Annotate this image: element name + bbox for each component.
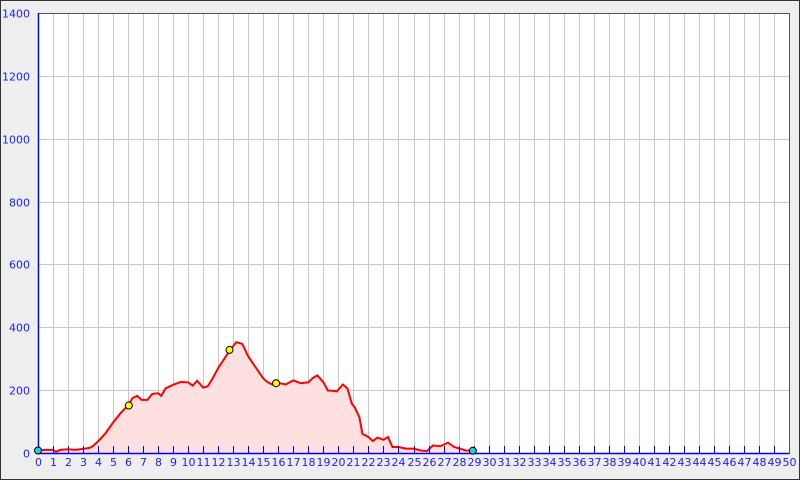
x-tick-label: 30 <box>483 456 497 469</box>
x-tick-label: 12 <box>212 456 226 469</box>
y-tick-label: 200 <box>9 385 30 398</box>
x-tick-label: 28 <box>453 456 467 469</box>
x-tick-label: 38 <box>603 456 617 469</box>
x-tick-label: 15 <box>257 456 271 469</box>
y-tick-label: 1200 <box>2 71 30 84</box>
grid <box>38 13 790 453</box>
series-line <box>37 340 473 453</box>
x-tick-label: 41 <box>648 456 662 469</box>
x-tick-label: 44 <box>693 456 707 469</box>
x-tick-label: 47 <box>738 456 752 469</box>
x-tick-label: 40 <box>633 456 647 469</box>
x-tick-label: 42 <box>663 456 677 469</box>
x-tick-label: 7 <box>140 456 147 469</box>
x-tick-label: 26 <box>423 456 437 469</box>
x-tick-label: 5 <box>110 456 117 469</box>
y-tick-label: 1400 <box>2 8 30 21</box>
x-tick-label: 25 <box>408 456 422 469</box>
y-tick-label: 400 <box>9 322 30 335</box>
y-tick-label: 800 <box>9 197 30 210</box>
x-tick-label: 48 <box>753 456 767 469</box>
y-tick-label: 600 <box>9 259 30 272</box>
x-tick-label: 37 <box>588 456 602 469</box>
axes <box>37 13 790 455</box>
x-tick-label: 9 <box>170 456 177 469</box>
x-tick-label: 17 <box>287 456 301 469</box>
x-tick-label: 21 <box>347 456 361 469</box>
x-tick-label: 43 <box>678 456 692 469</box>
waypoint-marker <box>272 379 281 388</box>
x-tick-label: 20 <box>332 456 346 469</box>
markers <box>34 345 477 455</box>
waypoint-marker <box>225 345 234 354</box>
x-tick-label: 36 <box>573 456 587 469</box>
y-tick-label: 0 <box>23 448 30 461</box>
y-tick-label: 1000 <box>2 134 30 147</box>
x-tick-label: 32 <box>513 456 527 469</box>
endpoint-marker <box>468 446 477 455</box>
tick-labels: 0 1 2 3 4 5 6 7 8 9 10 11 12 13 14 15 16 17 18 19 20 21 22 23 24… <box>2 8 797 470</box>
x-tick-label: 0 <box>35 456 42 469</box>
x-tick-label: 8 <box>155 456 162 469</box>
x-tick-label: 16 <box>272 456 286 469</box>
waypoint-marker <box>124 401 133 410</box>
plot-area <box>38 13 789 453</box>
x-tick-label: 46 <box>723 456 737 469</box>
x-tick-label: 49 <box>768 456 782 469</box>
x-tick-label: 27 <box>438 456 452 469</box>
x-tick-label: 14 <box>242 456 256 469</box>
x-tick-label: 24 <box>392 456 406 469</box>
x-tick-label: 35 <box>558 456 572 469</box>
x-tick-label: 4 <box>95 456 102 469</box>
x-tick-label: 39 <box>618 456 632 469</box>
x-tick-label: 45 <box>708 456 722 469</box>
x-tick-label: 22 <box>362 456 376 469</box>
x-tick-label: 33 <box>528 456 542 469</box>
x-tick-label: 18 <box>302 456 316 469</box>
x-tick-label: 31 <box>498 456 512 469</box>
x-tick-label: 2 <box>65 456 72 469</box>
x-tick-label: 50 <box>783 456 797 469</box>
endpoint-marker <box>34 446 42 455</box>
x-tick-label: 6 <box>125 456 132 469</box>
x-tick-label: 3 <box>80 456 87 469</box>
x-tick-label: 10 <box>182 456 196 469</box>
series-area <box>38 342 473 453</box>
x-tick-label: 34 <box>543 456 557 469</box>
x-tick-label: 19 <box>317 456 331 469</box>
x-tick-label: 23 <box>377 456 391 469</box>
x-tick-label: 11 <box>197 456 211 469</box>
x-tick-label: 1 <box>50 456 57 469</box>
x-tick-label: 13 <box>227 456 241 469</box>
x-tick-label: 29 <box>468 456 482 469</box>
